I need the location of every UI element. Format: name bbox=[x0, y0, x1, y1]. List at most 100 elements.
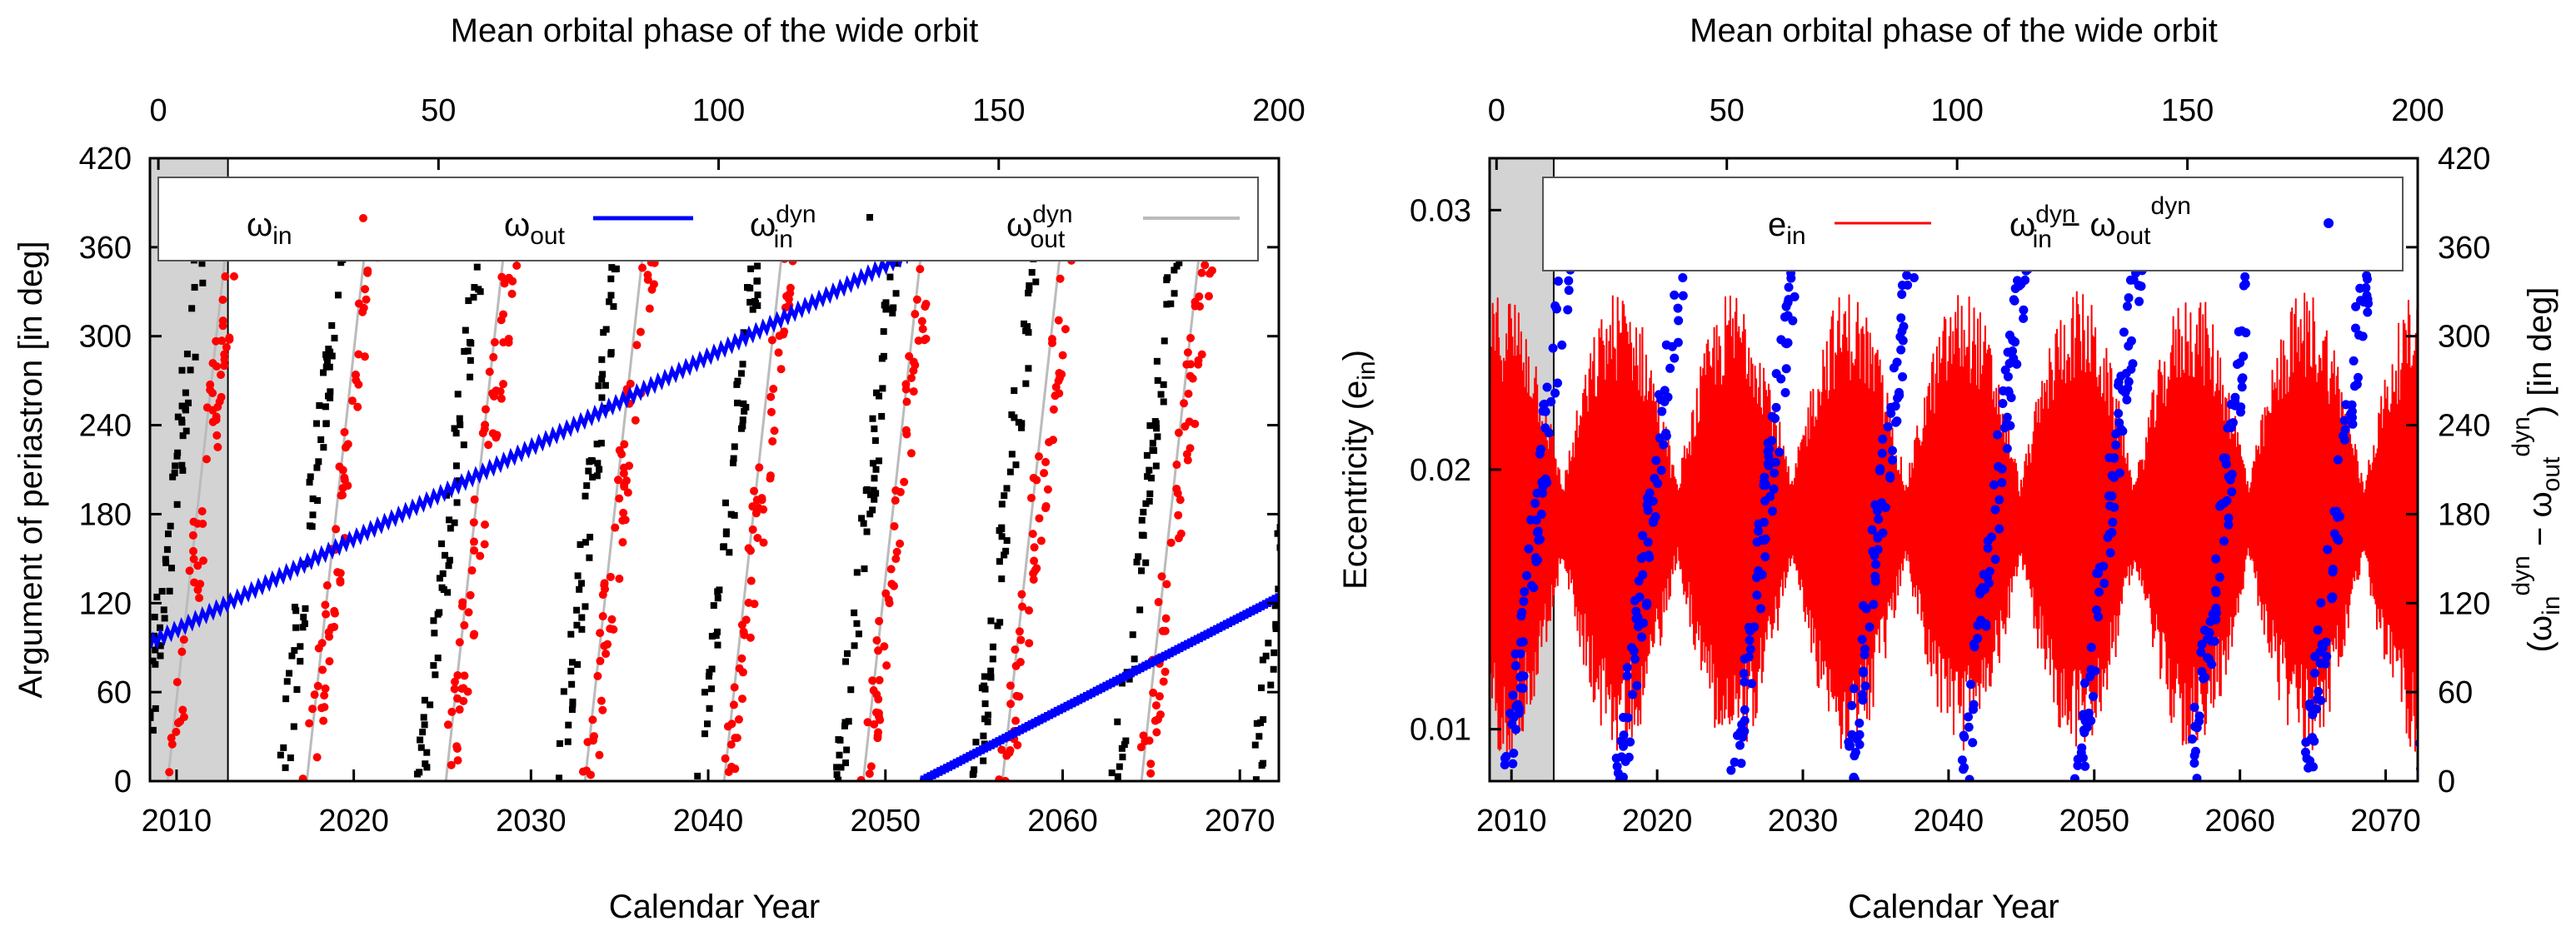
omega-in-point bbox=[340, 473, 349, 482]
omega-in-point bbox=[896, 539, 905, 548]
omega-in-dyn-point bbox=[1021, 320, 1028, 327]
omega-diff-point bbox=[1674, 316, 1684, 326]
omega-diff-point bbox=[1442, 325, 1451, 334]
omega-in-dyn-point bbox=[607, 291, 615, 299]
x-tick-label: 2070 bbox=[2350, 804, 2421, 839]
omega-diff-point bbox=[1883, 421, 1893, 431]
omega-diff-point bbox=[2455, 390, 2464, 399]
omega-in-dyn-point bbox=[721, 499, 729, 506]
omega-in-point bbox=[1182, 360, 1191, 369]
omega-in-dyn-point bbox=[994, 622, 1001, 630]
omega-diff-point bbox=[1751, 572, 1761, 582]
omega-in-point bbox=[766, 407, 776, 416]
omega-in-dyn-point bbox=[455, 477, 462, 485]
omega-in-point bbox=[872, 636, 881, 645]
omega-in-point bbox=[92, 278, 100, 286]
omega-in-point bbox=[1322, 440, 1330, 448]
legend: ωin ωout ωdyn in ωdyn out bbox=[157, 177, 1259, 261]
omega-diff-point bbox=[2363, 294, 2373, 304]
omega-diff-point bbox=[2114, 418, 2124, 428]
omega-in-point bbox=[63, 504, 72, 512]
omega-diff-point bbox=[1564, 286, 1574, 296]
omega-diff-point bbox=[2434, 640, 2444, 649]
omega-in-dyn-point bbox=[141, 726, 147, 733]
omega-diff-point bbox=[1520, 586, 1530, 596]
omega-diff-point bbox=[2465, 391, 2474, 401]
omega-in-point bbox=[222, 343, 231, 352]
omega-diff-point bbox=[2211, 554, 2221, 564]
omega-in-dyn-point bbox=[179, 466, 187, 474]
omega-in-dyn-point bbox=[1406, 636, 1413, 643]
omega-diff-point bbox=[1501, 751, 1511, 761]
omega-in-dyn-point bbox=[875, 457, 882, 465]
omega-in-dyn-point bbox=[280, 744, 287, 751]
omega-in-point bbox=[1333, 255, 1341, 263]
omega-in-dyn-point bbox=[889, 310, 896, 317]
omega-diff-point bbox=[2099, 579, 2109, 589]
omega-in-point bbox=[507, 289, 517, 298]
omega-in-dyn-point bbox=[158, 588, 166, 595]
omega-in-dyn-point bbox=[153, 593, 161, 600]
omega-diff-point bbox=[2419, 748, 2428, 757]
omega-diff-point bbox=[2433, 624, 2442, 633]
omega-in-dyn-point bbox=[853, 569, 861, 576]
omega-diff-point bbox=[1994, 495, 2004, 505]
x-tick-label: 2020 bbox=[1622, 804, 1693, 839]
omega-in-point bbox=[1159, 677, 1168, 686]
omega-in-point bbox=[308, 705, 317, 714]
omega-diff-point bbox=[1630, 654, 1640, 664]
omega-in-dyn-point bbox=[151, 613, 158, 620]
omega-in-point bbox=[885, 599, 894, 608]
omega-diff-point bbox=[1419, 556, 1428, 565]
omega-in-dyn-point bbox=[987, 667, 995, 675]
omega-in-dyn-point bbox=[325, 392, 332, 400]
omega-in-dyn-point bbox=[50, 348, 57, 355]
omega-diff-point bbox=[2358, 331, 2368, 341]
omega-in-dyn-point bbox=[1003, 537, 1011, 545]
omega-in-dyn-point bbox=[567, 667, 575, 675]
omega-in-dyn-point bbox=[174, 413, 182, 421]
omega-diff-point bbox=[1396, 744, 1405, 753]
omega-in-dyn-point bbox=[191, 284, 198, 291]
omega-diff-point bbox=[2124, 293, 2134, 303]
omega-diff-point bbox=[1421, 519, 1430, 528]
omega-in-point bbox=[29, 704, 37, 712]
omega-diff-point bbox=[1752, 590, 1762, 600]
omega-in-dyn-point bbox=[851, 609, 858, 616]
y-tick-right-label: 0 bbox=[2438, 764, 2455, 799]
omega-in-point bbox=[767, 336, 776, 345]
omega-in-dyn-point bbox=[307, 473, 314, 480]
omega-diff-point bbox=[1755, 604, 1765, 614]
omega-diff-point bbox=[2436, 625, 2445, 635]
omega-diff-point bbox=[1868, 546, 1878, 556]
omega-diff-point bbox=[2221, 459, 2231, 469]
omega-in-dyn-point bbox=[729, 459, 736, 466]
omega-diff-point bbox=[1540, 423, 1550, 433]
omega-in-point bbox=[729, 700, 738, 710]
omega-in-dyn-point bbox=[706, 705, 713, 712]
omega-diff-point bbox=[2126, 336, 2136, 346]
omega-in-dyn-point bbox=[161, 615, 168, 622]
omega-diff-point bbox=[1744, 622, 1754, 632]
omega-in-point bbox=[600, 580, 609, 590]
omega-in-point bbox=[1307, 510, 1315, 519]
omega-in-point bbox=[1040, 469, 1049, 478]
omega-in-dyn-point bbox=[866, 510, 874, 518]
omega-in-point bbox=[891, 555, 901, 564]
omega-diff-point bbox=[1874, 514, 1884, 524]
omega-diff-point bbox=[1553, 378, 1563, 388]
omega-diff-point bbox=[1434, 391, 1443, 401]
omega-in-point bbox=[68, 487, 77, 495]
omega-diff-point bbox=[2009, 296, 2019, 306]
y-tick-right-label: 120 bbox=[2438, 586, 2490, 621]
omega-in-dyn-point bbox=[152, 705, 159, 712]
omega-in-dyn-point bbox=[862, 487, 870, 495]
omega-diff-point bbox=[2436, 645, 2445, 654]
omega-in-dyn-point bbox=[439, 570, 447, 577]
omega-in-point bbox=[189, 555, 198, 564]
omega-in-point bbox=[318, 665, 327, 675]
omega-in-point bbox=[768, 436, 777, 446]
omega-diff-point bbox=[1850, 748, 1860, 758]
omega-diff-point bbox=[2444, 568, 2454, 577]
omega-in-point bbox=[321, 600, 330, 610]
